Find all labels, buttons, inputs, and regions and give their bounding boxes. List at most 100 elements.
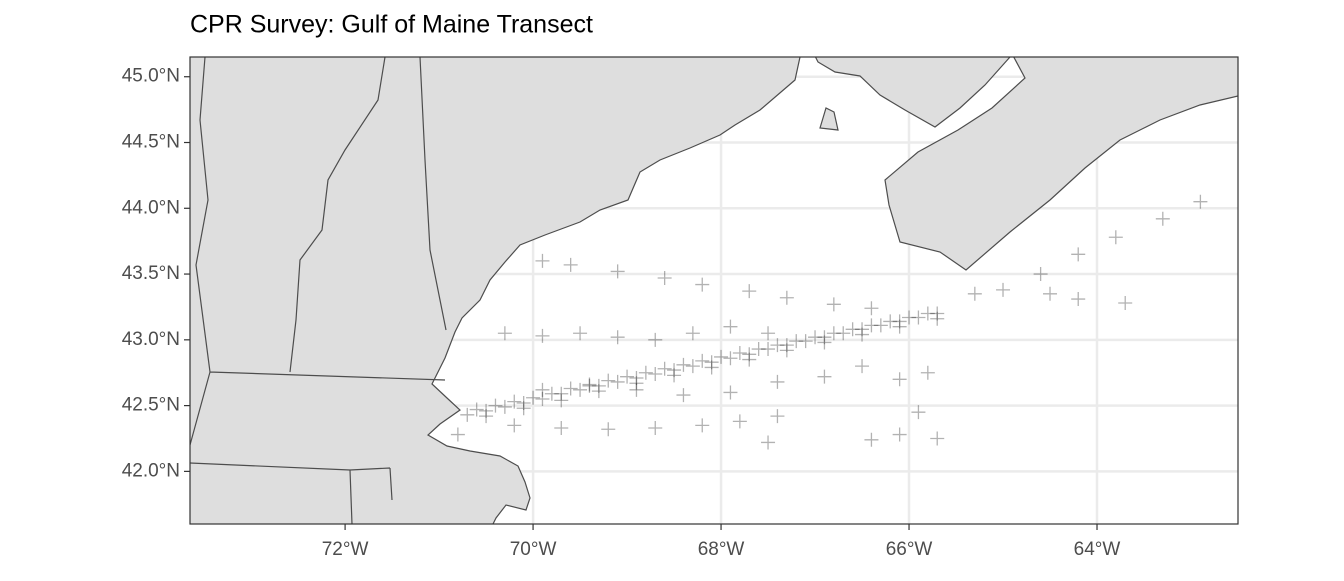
point xyxy=(742,352,757,367)
land xyxy=(190,57,1238,524)
point xyxy=(676,388,691,403)
point xyxy=(535,328,550,343)
point xyxy=(554,393,569,408)
point xyxy=(779,338,794,353)
point xyxy=(676,357,691,372)
point xyxy=(770,374,785,389)
point xyxy=(789,334,804,349)
point xyxy=(892,319,907,334)
point xyxy=(695,277,710,292)
point xyxy=(704,355,719,370)
x-tick-label: 64°W xyxy=(1074,539,1121,560)
point xyxy=(610,264,625,279)
point xyxy=(826,326,841,341)
point xyxy=(911,310,926,325)
point xyxy=(648,332,663,347)
nova-scotia xyxy=(884,57,1238,271)
point xyxy=(920,306,935,321)
point xyxy=(629,382,644,397)
point xyxy=(704,360,719,375)
new-england xyxy=(190,57,801,524)
point xyxy=(742,284,757,299)
point xyxy=(516,401,531,416)
point xyxy=(469,402,484,417)
point xyxy=(573,382,588,397)
point xyxy=(1155,211,1170,226)
new-brunswick xyxy=(814,57,1011,128)
point xyxy=(610,374,625,389)
point xyxy=(714,349,729,364)
point xyxy=(1071,292,1086,307)
point xyxy=(582,377,597,392)
point xyxy=(535,392,550,407)
point xyxy=(1033,267,1048,282)
point xyxy=(582,378,597,393)
point xyxy=(798,334,813,349)
point xyxy=(779,290,794,305)
point xyxy=(535,382,550,397)
point xyxy=(892,372,907,387)
point xyxy=(855,322,870,337)
point xyxy=(497,326,512,341)
point xyxy=(610,330,625,345)
point xyxy=(770,338,785,353)
point xyxy=(667,363,682,378)
point xyxy=(967,286,982,301)
point xyxy=(526,390,541,405)
point xyxy=(892,314,907,329)
point xyxy=(648,367,663,382)
point xyxy=(629,370,644,385)
point xyxy=(1118,295,1133,310)
point xyxy=(817,369,832,384)
point xyxy=(761,342,776,357)
point xyxy=(770,409,785,424)
point xyxy=(855,327,870,342)
point xyxy=(902,310,917,325)
chart-title: CPR Survey: Gulf of Maine Transect xyxy=(190,11,593,39)
point xyxy=(620,369,635,384)
point xyxy=(732,345,747,360)
point xyxy=(657,361,672,376)
point xyxy=(817,330,832,345)
point xyxy=(591,384,606,399)
point xyxy=(479,403,494,418)
point xyxy=(601,422,616,437)
point xyxy=(601,373,616,388)
point xyxy=(723,351,738,366)
point xyxy=(723,319,738,334)
point xyxy=(826,297,841,312)
point xyxy=(460,407,475,422)
point xyxy=(808,330,823,345)
x-tick-label: 66°W xyxy=(886,539,933,560)
point xyxy=(864,432,879,447)
point xyxy=(883,314,898,329)
point xyxy=(845,322,860,337)
point xyxy=(638,365,653,380)
point xyxy=(742,347,757,362)
y-tick-label: 42.0°N xyxy=(122,460,180,481)
point xyxy=(685,326,700,341)
point xyxy=(648,420,663,435)
x-tick-label: 70°W xyxy=(510,539,557,560)
point xyxy=(892,427,907,442)
point xyxy=(723,385,738,400)
point xyxy=(695,418,710,433)
point xyxy=(516,395,531,410)
point xyxy=(864,301,879,316)
point xyxy=(732,414,747,429)
y-tick-label: 44.5°N xyxy=(122,132,180,153)
point xyxy=(864,318,879,333)
island xyxy=(819,107,839,131)
point xyxy=(996,282,1011,297)
y-tick-label: 43.5°N xyxy=(122,263,180,284)
point xyxy=(667,368,682,383)
point xyxy=(507,394,522,409)
point xyxy=(920,365,935,380)
point xyxy=(873,318,888,333)
point xyxy=(695,353,710,368)
y-tick-label: 42.5°N xyxy=(122,395,180,416)
point xyxy=(497,399,512,414)
point xyxy=(450,427,465,442)
x-tick-label: 72°W xyxy=(322,539,369,560)
